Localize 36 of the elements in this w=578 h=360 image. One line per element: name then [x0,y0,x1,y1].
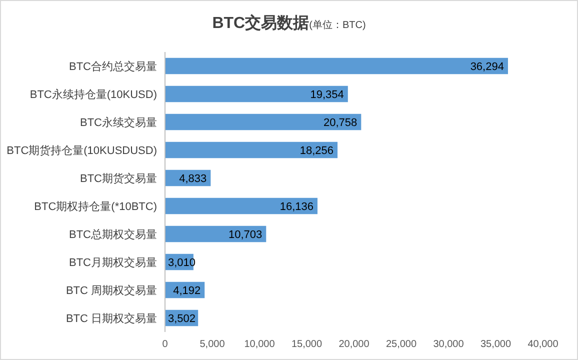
y-tick-label: BTC期权持仓量(*10BTC) [34,201,157,213]
data-label: 16,136 [280,201,314,213]
x-tick-label: 0 [162,339,168,350]
y-tick-label: BTC 日期权交易量 [66,312,157,325]
bar [165,198,318,214]
y-tick-label: BTC合约总交易量 [69,60,157,73]
x-tick-label: 35,000 [480,339,512,350]
x-tick-label: 25,000 [386,339,417,350]
y-tick-label: BTC 周期权交易量 [66,284,157,297]
data-label: 36,294 [470,61,504,73]
data-label: 4,833 [179,173,207,185]
y-tick-label: BTC总期权交易量 [69,228,157,241]
chart-title: BTC交易数据 [212,13,310,32]
bar [165,114,362,130]
bar [165,58,508,74]
y-tick-label: BTC月期权交易量 [69,256,157,269]
data-label: 10,703 [228,229,262,241]
bar [165,226,266,242]
y-tick-label: BTC期货持仓量(10KUSDUSD) [6,145,157,157]
data-label: 19,354 [310,89,344,101]
x-tick-label: 40,000 [528,339,559,350]
data-label: 3,502 [168,313,196,325]
x-tick-label: 20,000 [338,339,370,350]
data-label: 20,758 [324,117,358,129]
x-tick-label: 10,000 [244,339,276,350]
x-tick-label: 5,000 [200,339,226,350]
x-tick-label: 30,000 [433,339,464,350]
chart-subtitle: (单位：BTC) [309,19,366,31]
y-tick-label: BTC永续持仓量(10KUSD) [30,88,157,101]
y-tick-label: BTC永续交易量 [80,116,157,129]
bar [165,142,338,158]
x-tick-label: 15,000 [291,339,322,350]
data-label: 18,256 [300,145,334,157]
data-label: 4,192 [173,285,201,297]
y-tick-label: BTC期货交易量 [80,172,157,185]
bar [165,86,348,102]
